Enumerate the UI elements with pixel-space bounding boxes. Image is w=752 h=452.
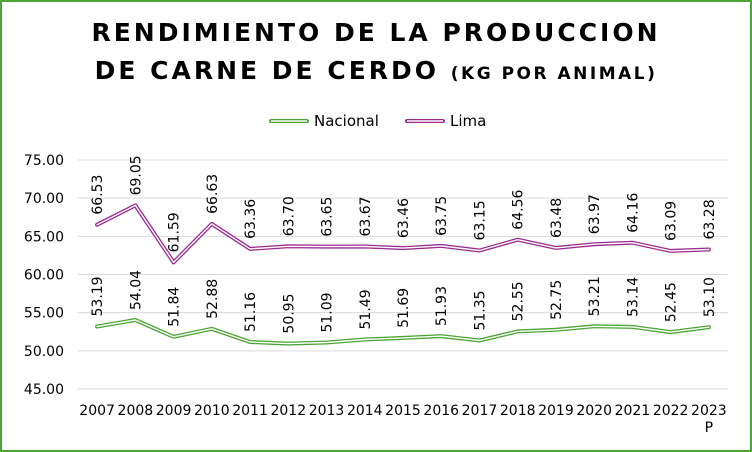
series-lines [95, 203, 711, 346]
data-label-lima: 66.63 [205, 174, 221, 214]
data-label-lima: 63.36 [243, 199, 259, 239]
x-tick-label: 2011 [232, 403, 268, 419]
gridlines [78, 159, 728, 390]
chart-title-unit: (KG POR ANIMAL) [450, 64, 658, 84]
x-tick-label: 2008 [118, 403, 154, 419]
data-label-lima: 63.65 [320, 197, 336, 237]
series-line-nacional-inner [96, 319, 710, 345]
y-axis: 45.00 50.00 55.00 60.00 65.00 70.00 75.00 [24, 153, 64, 398]
data-label-nacional: 51.84 [167, 287, 183, 327]
data-label-lima: 63.09 [664, 201, 680, 241]
x-tick-label: 2023 [691, 403, 727, 419]
data-label-nacional: 53.10 [702, 277, 718, 317]
chart-title-line1: RENDIMIENTO DE LA PRODUCCION [91, 18, 661, 47]
data-label-nacional: 53.19 [90, 276, 106, 316]
x-tick-label: 2016 [423, 403, 459, 419]
x-tick-label: 2009 [156, 403, 192, 419]
legend: Nacional Lima [269, 112, 486, 130]
legend-label-lima: Lima [450, 112, 486, 130]
data-label-nacional: 53.21 [587, 276, 603, 316]
data-label-nacional: 52.55 [511, 281, 527, 321]
x-tick-label: 2015 [385, 403, 421, 419]
y-tick-label: 55.00 [24, 306, 64, 322]
data-label-lima: 66.53 [90, 175, 106, 215]
data-label-nacional: 52.88 [205, 279, 221, 319]
x-tick-label: 2019 [538, 403, 574, 419]
chart-title-line2-text: DE CARNE DE CERDO [94, 56, 440, 85]
data-label-nacional: 52.45 [664, 282, 680, 322]
data-label-nacional: 52.75 [549, 280, 565, 320]
data-label-nacional: 51.69 [396, 288, 412, 328]
x-tick-label: 2013 [309, 403, 345, 419]
x-tick-label: 2014 [347, 403, 383, 419]
data-label-nacional: 53.14 [625, 277, 641, 317]
data-label-lima: 64.16 [625, 193, 641, 233]
x-tick-label: 2020 [576, 403, 612, 419]
data-label-lima: 61.59 [167, 212, 183, 252]
chart-title: RENDIMIENTO DE LA PRODUCCION DE CARNE DE… [0, 14, 752, 93]
data-label-lima: 63.15 [472, 200, 488, 240]
x-tick-label: 2017 [462, 403, 498, 419]
x-tick-label: P [705, 420, 713, 436]
x-tick-label: 2012 [270, 403, 306, 419]
x-tick-label: 2018 [500, 403, 536, 419]
legend-label-nacional: Nacional [314, 112, 379, 130]
data-label-nacional: 51.93 [434, 286, 450, 326]
x-tick-label: 2022 [653, 403, 689, 419]
x-tick-label: 2021 [615, 403, 651, 419]
series-line-lima-inner [96, 204, 710, 264]
y-tick-label: 50.00 [24, 344, 64, 360]
data-label-lima: 63.70 [281, 196, 297, 236]
x-tick-label: 2010 [194, 403, 230, 419]
y-tick-label: 60.00 [24, 268, 64, 284]
data-label-lima: 63.97 [587, 194, 603, 234]
data-label-nacional: 51.49 [358, 289, 374, 329]
data-label-lima: 69.05 [128, 155, 144, 195]
data-label-nacional: 51.16 [243, 292, 259, 332]
y-tick-label: 70.00 [24, 191, 64, 207]
data-label-nacional: 50.95 [281, 293, 297, 333]
data-labels: 53.19 54.04 51.84 52.88 51.16 50.95 51.09 51.49… [90, 155, 718, 333]
data-label-nacional: 54.04 [128, 270, 144, 310]
chart-title-line2: DE CARNE DE CERDO (KG POR ANIMAL) [0, 52, 752, 93]
y-tick-label: 65.00 [24, 229, 64, 245]
data-label-lima: 64.56 [511, 190, 527, 230]
x-tick-label: 2007 [79, 403, 115, 419]
data-label-lima: 63.28 [702, 199, 718, 239]
data-label-nacional: 51.35 [472, 290, 488, 330]
data-label-nacional: 51.09 [320, 292, 336, 332]
y-tick-label: 75.00 [24, 153, 64, 169]
y-tick-label: 45.00 [24, 382, 64, 398]
data-label-lima: 63.67 [358, 196, 374, 236]
data-label-lima: 63.46 [396, 198, 412, 238]
x-axis: 2007 2008 2009 2010 2011 2012 2013 2014 2015 2016… [79, 403, 726, 436]
data-label-lima: 63.48 [549, 198, 565, 238]
data-label-lima: 63.75 [434, 196, 450, 236]
